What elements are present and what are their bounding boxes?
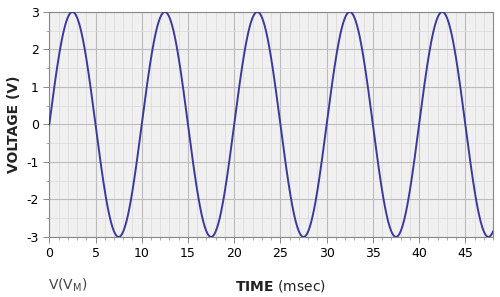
- Y-axis label: VOLTAGE (V): VOLTAGE (V): [7, 76, 21, 173]
- Text: V(V$_\mathregular{M}$): V(V$_\mathregular{M}$): [48, 277, 88, 294]
- Text: $\mathbf{TIME}$ (msec): $\mathbf{TIME}$ (msec): [234, 278, 326, 294]
